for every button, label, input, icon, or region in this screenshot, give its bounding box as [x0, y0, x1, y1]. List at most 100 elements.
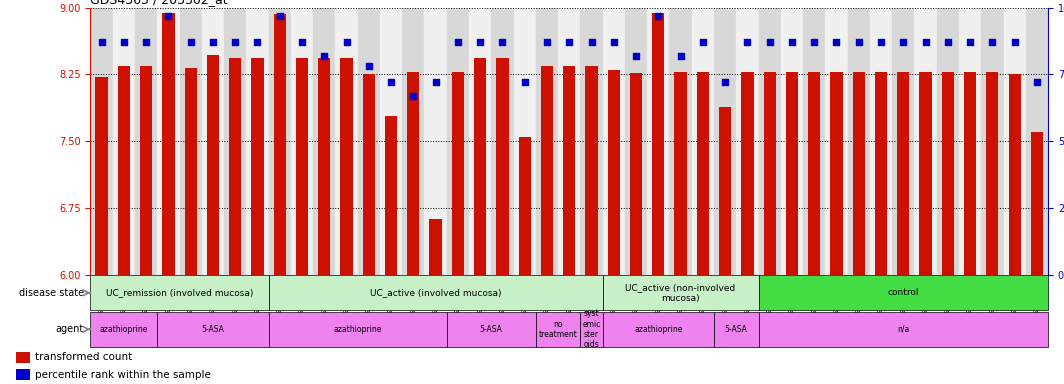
Bar — [135, 8, 157, 275]
Point — [449, 39, 466, 45]
Bar — [113, 8, 135, 275]
Point — [383, 79, 400, 86]
Bar — [759, 8, 781, 275]
Point — [761, 39, 778, 45]
Point — [561, 39, 578, 45]
Bar — [714, 8, 736, 275]
Bar — [157, 8, 180, 275]
Point — [115, 39, 132, 45]
Bar — [162, 13, 174, 275]
Point — [427, 79, 444, 86]
Point — [583, 39, 600, 45]
Point — [249, 39, 266, 45]
Bar — [964, 72, 976, 275]
Bar — [942, 72, 954, 275]
Point — [605, 39, 622, 45]
Bar — [602, 312, 714, 347]
Bar — [608, 70, 620, 275]
Point — [695, 39, 712, 45]
Bar — [430, 218, 442, 275]
Bar — [580, 8, 602, 275]
Text: control: control — [887, 288, 919, 297]
Bar — [875, 72, 887, 275]
Bar — [180, 8, 202, 275]
Bar — [714, 312, 759, 347]
Bar — [1009, 74, 1020, 275]
Point — [404, 93, 421, 99]
Bar — [759, 275, 1048, 310]
Bar — [919, 72, 932, 275]
Point — [783, 39, 800, 45]
Bar — [870, 8, 892, 275]
Bar — [541, 66, 553, 275]
Bar — [559, 8, 580, 275]
Bar — [914, 8, 936, 275]
Bar — [247, 8, 268, 275]
Point — [294, 39, 311, 45]
Bar — [625, 8, 647, 275]
Bar — [742, 72, 753, 275]
Bar — [1003, 8, 1026, 275]
Point — [828, 39, 845, 45]
Bar — [16, 369, 30, 380]
Point — [917, 39, 934, 45]
Bar — [225, 8, 247, 275]
Bar — [986, 72, 998, 275]
Text: n/a: n/a — [897, 325, 910, 334]
Bar — [897, 72, 910, 275]
Text: syst
emic
ster
oids: syst emic ster oids — [582, 309, 601, 349]
Point — [338, 39, 355, 45]
Bar — [202, 8, 225, 275]
Point — [805, 39, 822, 45]
Text: UC_active (non-involved
mucosa): UC_active (non-involved mucosa) — [626, 283, 735, 303]
Bar — [118, 66, 130, 275]
Bar — [719, 107, 731, 275]
Bar — [981, 8, 1003, 275]
Bar — [959, 8, 981, 275]
Bar — [157, 312, 268, 347]
Bar — [736, 8, 759, 275]
Bar — [536, 8, 559, 275]
Bar — [536, 312, 580, 347]
Bar — [647, 8, 669, 275]
Bar — [268, 8, 290, 275]
Point — [872, 39, 890, 45]
Bar — [781, 8, 803, 275]
Bar — [675, 72, 686, 275]
Bar — [563, 66, 576, 275]
Point — [494, 39, 511, 45]
Point — [137, 39, 154, 45]
Point — [227, 39, 244, 45]
Text: 5-ASA: 5-ASA — [725, 325, 748, 334]
Point — [316, 53, 333, 59]
Point — [738, 39, 755, 45]
Bar — [852, 72, 865, 275]
Bar — [496, 58, 509, 275]
Bar — [363, 74, 375, 275]
Point — [204, 39, 221, 45]
Point — [940, 39, 957, 45]
Bar — [652, 13, 664, 275]
Point — [1007, 39, 1024, 45]
Point — [93, 39, 110, 45]
Bar — [290, 8, 313, 275]
Bar — [90, 275, 268, 310]
Point — [895, 39, 912, 45]
Bar — [380, 8, 402, 275]
Bar — [452, 72, 464, 275]
Bar — [514, 8, 536, 275]
Text: azathioprine: azathioprine — [100, 325, 148, 334]
Bar — [630, 73, 643, 275]
Text: UC_remission (involved mucosa): UC_remission (involved mucosa) — [105, 288, 253, 297]
Bar — [385, 116, 397, 275]
Bar — [469, 8, 492, 275]
Bar — [1026, 8, 1048, 275]
Bar — [268, 312, 447, 347]
Text: disease state: disease state — [19, 288, 84, 298]
Point — [628, 53, 645, 59]
Bar — [335, 8, 358, 275]
Text: 5-ASA: 5-ASA — [480, 325, 502, 334]
Point — [850, 39, 867, 45]
Point — [650, 13, 667, 19]
Bar — [830, 72, 843, 275]
